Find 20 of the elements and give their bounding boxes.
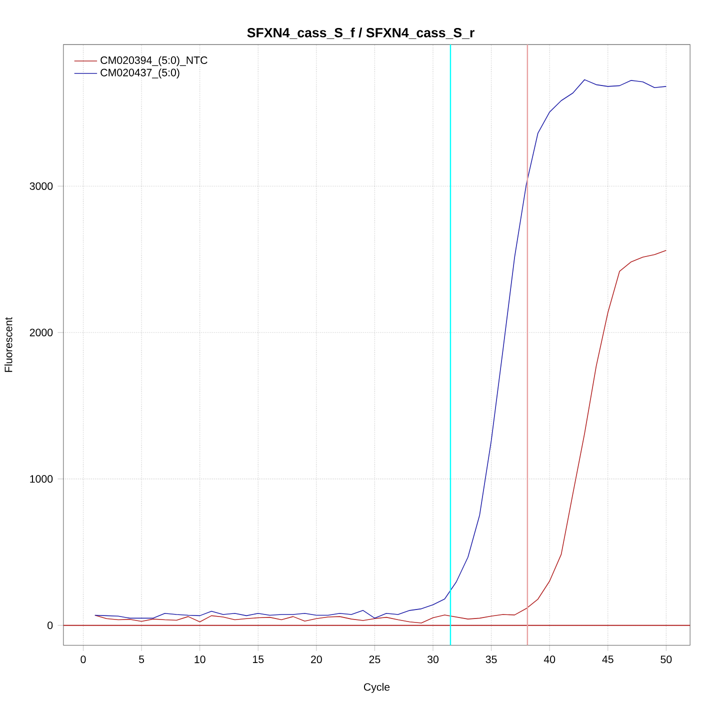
x-tick-label: 30 — [427, 655, 439, 663]
x-tick-label: 10 — [194, 655, 206, 663]
x-tick-label: 0 — [80, 655, 86, 663]
legend-label: CM020437_(5:0) — [100, 68, 180, 78]
x-tick-label: 15 — [253, 655, 264, 663]
x-tick-label: 45 — [602, 655, 614, 663]
y-tick-label: 1000 — [30, 474, 53, 482]
y-axis-title: Fluorescent — [4, 316, 12, 372]
y-tick-label: 3000 — [30, 182, 53, 190]
x-axis-title: Cycle — [364, 682, 390, 693]
x-tick-label: 50 — [660, 655, 672, 663]
legend-label: CM020394_(5:0)_NTC — [100, 56, 208, 66]
x-tick-label: 25 — [369, 655, 380, 663]
chart-title: SFXN4_cass_S_f / SFXN4_cass_S_r — [247, 27, 474, 39]
x-tick-label: 5 — [138, 655, 144, 663]
x-tick-label: 40 — [544, 655, 556, 663]
y-tick-label: 2000 — [30, 328, 53, 336]
y-tick-label: 0 — [48, 621, 53, 629]
x-tick-label: 35 — [486, 655, 497, 663]
x-tick-label: 20 — [311, 655, 322, 663]
